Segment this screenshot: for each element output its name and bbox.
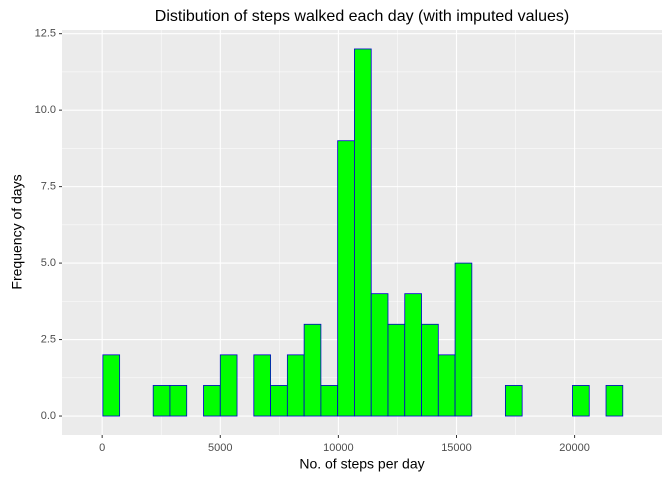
bar: [437, 354, 456, 417]
bar: [203, 385, 221, 417]
bar: [605, 385, 624, 417]
bar: [370, 293, 389, 417]
bar: [572, 385, 590, 417]
chart-title: Distibution of steps walked each day (wi…: [155, 8, 569, 25]
y-tick-label: 5.0: [41, 257, 56, 269]
bar: [504, 385, 523, 417]
x-tick-label: 20000: [559, 442, 590, 454]
bar: [253, 354, 271, 417]
x-tick-label: 0: [99, 442, 105, 454]
bar: [152, 385, 171, 417]
x-axis-label: No. of steps per day: [299, 456, 424, 472]
bar: [421, 323, 439, 417]
bar: [337, 140, 355, 417]
x-tick-label: 10000: [323, 442, 354, 454]
bar: [404, 293, 422, 417]
x-tick-label: 15000: [441, 442, 472, 454]
bar: [354, 48, 372, 417]
bar: [320, 385, 339, 417]
bar: [102, 354, 121, 417]
bar: [169, 385, 188, 417]
bar: [387, 323, 406, 417]
y-tick-label: 7.5: [41, 181, 56, 193]
bar: [303, 323, 322, 417]
y-tick-label: 12.5: [35, 28, 56, 40]
y-tick-label: 0.0: [41, 410, 56, 422]
bar: [219, 354, 238, 417]
bar: [454, 262, 473, 417]
bar: [270, 385, 288, 417]
bar: [286, 354, 305, 417]
y-tick-label: 10.0: [35, 104, 56, 116]
y-axis-label: Frequency of days: [9, 174, 25, 289]
y-tick-label: 2.5: [41, 333, 56, 345]
x-tick-label: 5000: [208, 442, 232, 454]
